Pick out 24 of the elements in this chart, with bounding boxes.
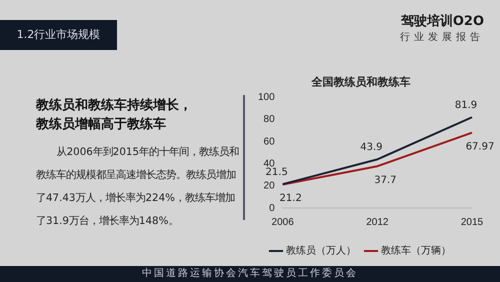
text: 从2006年到2015年的十年间，教练员和教练车的规模都呈高速增长态势。教练员增加了47.43万人，增长率为224%，教练车增加了31.9万台，增长率为148%。	[36, 145, 240, 229]
data-label: 67.97	[466, 141, 494, 152]
x-tick-label: 2012	[366, 216, 389, 228]
data-label: 43.9	[360, 142, 382, 153]
legend-label: 教练员（万人）	[286, 244, 356, 257]
y-tick-label: 20	[264, 180, 276, 192]
y-tick-label: 0	[269, 202, 276, 214]
text: 行业发展报告	[400, 30, 484, 44]
data-label: 21.5	[266, 166, 288, 178]
text: 教练员增幅高于教练车	[36, 116, 166, 134]
y-tick-label: 80	[264, 114, 276, 126]
y-tick-label: 60	[264, 136, 276, 148]
text: 教练员和教练车持续增长，	[36, 96, 192, 115]
legend-label: 教练车（万辆）	[381, 244, 451, 257]
text: 驾驶培训O2O	[400, 12, 484, 30]
x-tick-label: 2015	[460, 216, 484, 228]
data-label: 21.2	[280, 193, 302, 204]
text: 1.2行业市场规模	[0, 20, 117, 50]
chart-title: 全国教练员和教练车	[310, 75, 410, 88]
data-label: 81.9	[454, 100, 478, 111]
text: 中国道路运输协会汽车驾驶员工作委员会	[0, 266, 500, 282]
x-tick-label: 2006	[272, 216, 294, 228]
data-label: 37.7	[374, 174, 396, 186]
y-tick-label: 100	[258, 92, 276, 103]
